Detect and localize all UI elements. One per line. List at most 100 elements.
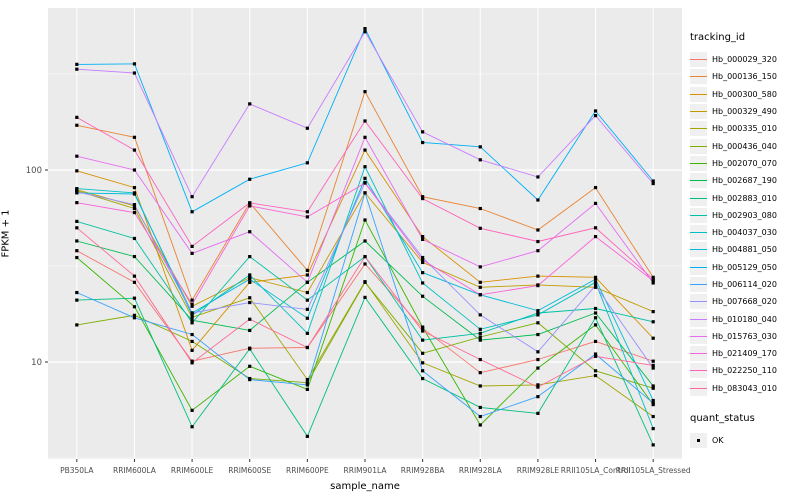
legend-key-line	[690, 242, 707, 258]
data-point	[421, 329, 425, 333]
data-point	[651, 320, 655, 324]
data-point	[478, 226, 482, 230]
legend-item-label: Hb_002687_190	[712, 176, 777, 186]
data-point	[132, 296, 137, 300]
data-point	[536, 175, 540, 179]
legend-items: Hb_000029_320 Hb_000136_150 Hb_000300_580 H…	[690, 51, 798, 397]
data-point	[421, 195, 425, 199]
data-point	[248, 347, 252, 351]
data-point	[536, 385, 540, 389]
legend-color-line	[690, 318, 707, 320]
data-point	[651, 384, 655, 388]
data-point	[305, 307, 309, 311]
data-point	[132, 210, 137, 215]
data-point	[248, 177, 252, 181]
data-point	[478, 313, 482, 317]
data-point	[478, 265, 482, 269]
data-point	[421, 338, 425, 342]
data-point	[132, 185, 137, 190]
legend: tracking_id Hb_000029_320 Hb_000136_150 Hb…	[690, 28, 798, 449]
data-point	[363, 30, 367, 34]
data-point	[421, 130, 425, 134]
data-point	[305, 434, 309, 438]
data-point	[132, 236, 137, 241]
legend-color-line	[690, 301, 707, 303]
data-point	[536, 311, 540, 315]
data-point	[75, 226, 79, 230]
data-point	[651, 401, 655, 405]
data-point	[363, 148, 367, 152]
data-point	[75, 67, 79, 71]
legend-item-label: Hb_083043_010	[712, 383, 777, 393]
data-point	[363, 191, 367, 195]
data-point	[363, 135, 367, 139]
data-point	[190, 425, 194, 429]
legend-title-quant-status: quant_status	[690, 412, 755, 424]
legend-item-label: Hb_021409_170	[712, 349, 777, 359]
data-point	[593, 311, 598, 315]
data-point	[651, 179, 655, 183]
data-point	[248, 296, 252, 300]
legend-item-label: Hb_005129_050	[712, 262, 777, 272]
data-point	[593, 109, 598, 113]
data-point	[593, 114, 598, 118]
data-point	[132, 148, 137, 152]
y-tick-label: 100	[26, 166, 42, 176]
data-point	[75, 187, 79, 191]
data-point	[421, 271, 425, 275]
data-point	[75, 323, 79, 327]
data-point	[421, 351, 425, 355]
data-point	[593, 185, 598, 190]
data-point	[363, 90, 367, 94]
data-point	[593, 369, 598, 373]
legend-color-line	[690, 335, 707, 337]
data-point	[190, 210, 194, 214]
data-point	[305, 387, 309, 391]
data-point	[190, 321, 194, 325]
legend-item-Hb_000335_010: Hb_000335_010	[690, 120, 798, 137]
data-point	[248, 273, 252, 277]
data-point	[248, 300, 252, 305]
data-point	[478, 280, 482, 284]
legend-key-line	[690, 328, 707, 344]
legend-item-label: Hb_015763_030	[712, 331, 777, 341]
y-axis-title: FPKM + 1	[0, 209, 12, 258]
legend-item-Hb_000329_490: Hb_000329_490	[690, 103, 798, 120]
legend-item-label: Hb_010180_040	[712, 314, 777, 324]
data-point	[363, 239, 367, 243]
data-point	[536, 395, 540, 399]
data-point	[478, 423, 482, 427]
data-point	[363, 181, 367, 185]
data-point	[305, 298, 309, 302]
legend-color-line	[690, 93, 707, 95]
data-point	[132, 203, 137, 207]
data-point	[478, 414, 482, 419]
legend-item-label: Hb_002070_070	[712, 158, 777, 168]
legend-color-line	[690, 353, 707, 355]
data-point	[363, 27, 367, 31]
data-point	[75, 154, 79, 158]
legend-key-line	[690, 311, 707, 327]
data-point	[305, 126, 309, 130]
data-point	[190, 348, 194, 352]
x-tick-label: RRIM600LA	[113, 466, 157, 475]
data-point	[248, 364, 252, 368]
quant-item-label: OK	[712, 436, 724, 446]
data-point	[305, 215, 309, 219]
data-point	[421, 140, 425, 145]
x-tick-label: RRII105LA_Control	[561, 466, 631, 475]
black-square-point-icon	[697, 439, 700, 443]
data-point	[536, 350, 540, 354]
legend-item-Hb_002070_070: Hb_002070_070	[690, 155, 798, 172]
data-point	[478, 384, 482, 388]
legend-item-label: Hb_000436_040	[712, 141, 777, 151]
data-point	[651, 363, 655, 368]
data-point	[248, 102, 252, 106]
data-point	[305, 377, 309, 382]
legend-key-line	[690, 52, 707, 68]
data-point	[536, 332, 540, 337]
data-point	[190, 339, 194, 344]
data-point	[421, 325, 425, 329]
legend-item-Hb_006114_020: Hb_006114_020	[690, 276, 798, 293]
